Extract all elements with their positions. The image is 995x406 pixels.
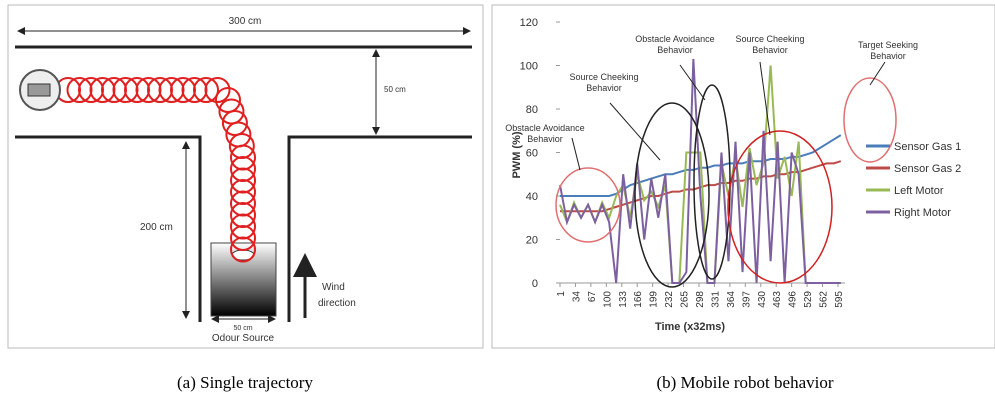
- source-label: Odour Source: [212, 333, 275, 344]
- x-tick-label: 496: [788, 291, 799, 308]
- annotation: Source Cheeking: [735, 34, 804, 44]
- annotation: Behavior: [752, 45, 788, 55]
- x-tick-label: 397: [741, 291, 752, 308]
- legend-label: Sensor Gas 2: [894, 163, 961, 175]
- x-tick-label: 463: [772, 291, 783, 308]
- x-tick-label: 529: [803, 291, 814, 308]
- gap-label: 50 cm: [384, 85, 406, 94]
- x-tick-label: 67: [587, 291, 598, 303]
- y-tick-label: 80: [526, 104, 538, 116]
- x-tick-label: 166: [633, 291, 644, 308]
- y-tick-label: 0: [532, 278, 538, 290]
- x-tick-label: 562: [819, 291, 830, 308]
- caption: (a) Single trajectory: [177, 373, 313, 392]
- x-tick-label: 232: [664, 291, 675, 308]
- height-label: 200 cm: [140, 222, 173, 233]
- y-tick-label: 120: [520, 17, 538, 29]
- legend-label: Left Motor: [894, 185, 944, 197]
- x-tick-label: 199: [649, 291, 660, 308]
- annotation: Behavior: [657, 45, 693, 55]
- annotation: Obstacle Avoidance: [505, 123, 584, 133]
- x-tick-label: 430: [757, 291, 768, 308]
- wind-label: Wind: [322, 282, 345, 293]
- x-tick-label: 265: [680, 291, 691, 308]
- source-width-label: 50 cm: [233, 325, 252, 332]
- caption: (b) Mobile robot behavior: [656, 373, 833, 392]
- y-tick-label: 20: [526, 235, 538, 247]
- x-tick-label: 34: [571, 291, 582, 303]
- x-tick-label: 133: [618, 291, 629, 308]
- annotation: Target Seeking: [858, 40, 918, 50]
- legend-label: Right Motor: [894, 207, 951, 219]
- x-tick-label: 100: [602, 291, 613, 308]
- x-tick-label: 298: [695, 291, 706, 308]
- x-tick-label: 331: [710, 291, 721, 308]
- y-tick-label: 100: [520, 61, 538, 73]
- annotation: Source Cheeking: [569, 72, 638, 82]
- annotation: Behavior: [870, 51, 906, 61]
- legend-label: Sensor Gas 1: [894, 141, 961, 153]
- annotation: Behavior: [586, 83, 622, 93]
- y-axis-label: PWM (%): [511, 131, 523, 178]
- x-axis-label: Time (x32ms): [655, 321, 725, 333]
- robot-body: [28, 84, 50, 96]
- annotation: Behavior: [527, 134, 563, 144]
- y-tick-label: 40: [526, 191, 538, 203]
- y-tick-label: 60: [526, 148, 538, 160]
- page: {"diagram": {"width_label": "300 cm", "g…: [0, 0, 995, 406]
- x-tick-label: 364: [726, 291, 737, 308]
- width-label: 300 cm: [229, 16, 262, 27]
- x-tick-label: 1: [556, 291, 567, 297]
- x-tick-label: 595: [834, 291, 845, 308]
- annotation: Obstacle Avoidance: [635, 34, 714, 44]
- figure: 300 cm 50 cm 200 cm 50 cm Odour Source W…: [0, 0, 995, 406]
- wind-label: direction: [318, 298, 356, 309]
